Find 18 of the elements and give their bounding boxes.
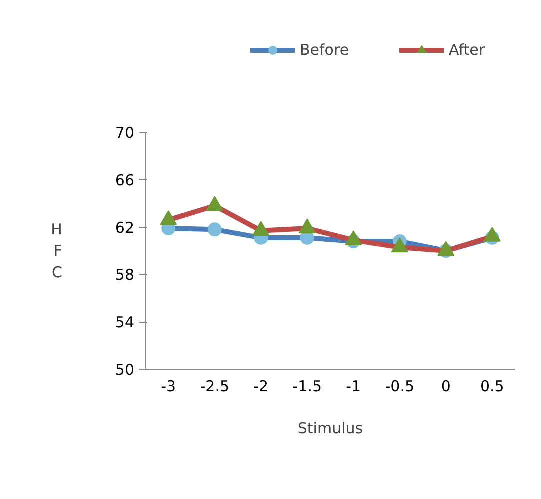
y-tick-label: 70: [115, 124, 135, 142]
x-tick-label: 0: [441, 378, 451, 396]
x-tick-label: 0.5: [480, 378, 504, 396]
x-tick-label: -1: [346, 378, 362, 396]
legend-label: After: [449, 41, 486, 59]
x-tick-label: -1.5: [292, 378, 322, 396]
y-axis-title: HFC: [51, 220, 62, 282]
x-tick-label: -3: [161, 378, 176, 396]
x-tick-label: -2: [254, 378, 269, 396]
y-tick-label: 50: [115, 361, 135, 379]
y-tick-label: 62: [115, 218, 135, 237]
legend-label: Before: [300, 41, 350, 59]
x-tick-label: -0.5: [385, 378, 415, 396]
y-tick-label: 66: [115, 171, 135, 190]
y-tick-label: 54: [115, 314, 135, 332]
x-tick-label: -2.5: [200, 378, 230, 396]
y-tick-label: 58: [115, 266, 135, 284]
x-axis-title: Stimulus: [298, 420, 364, 438]
